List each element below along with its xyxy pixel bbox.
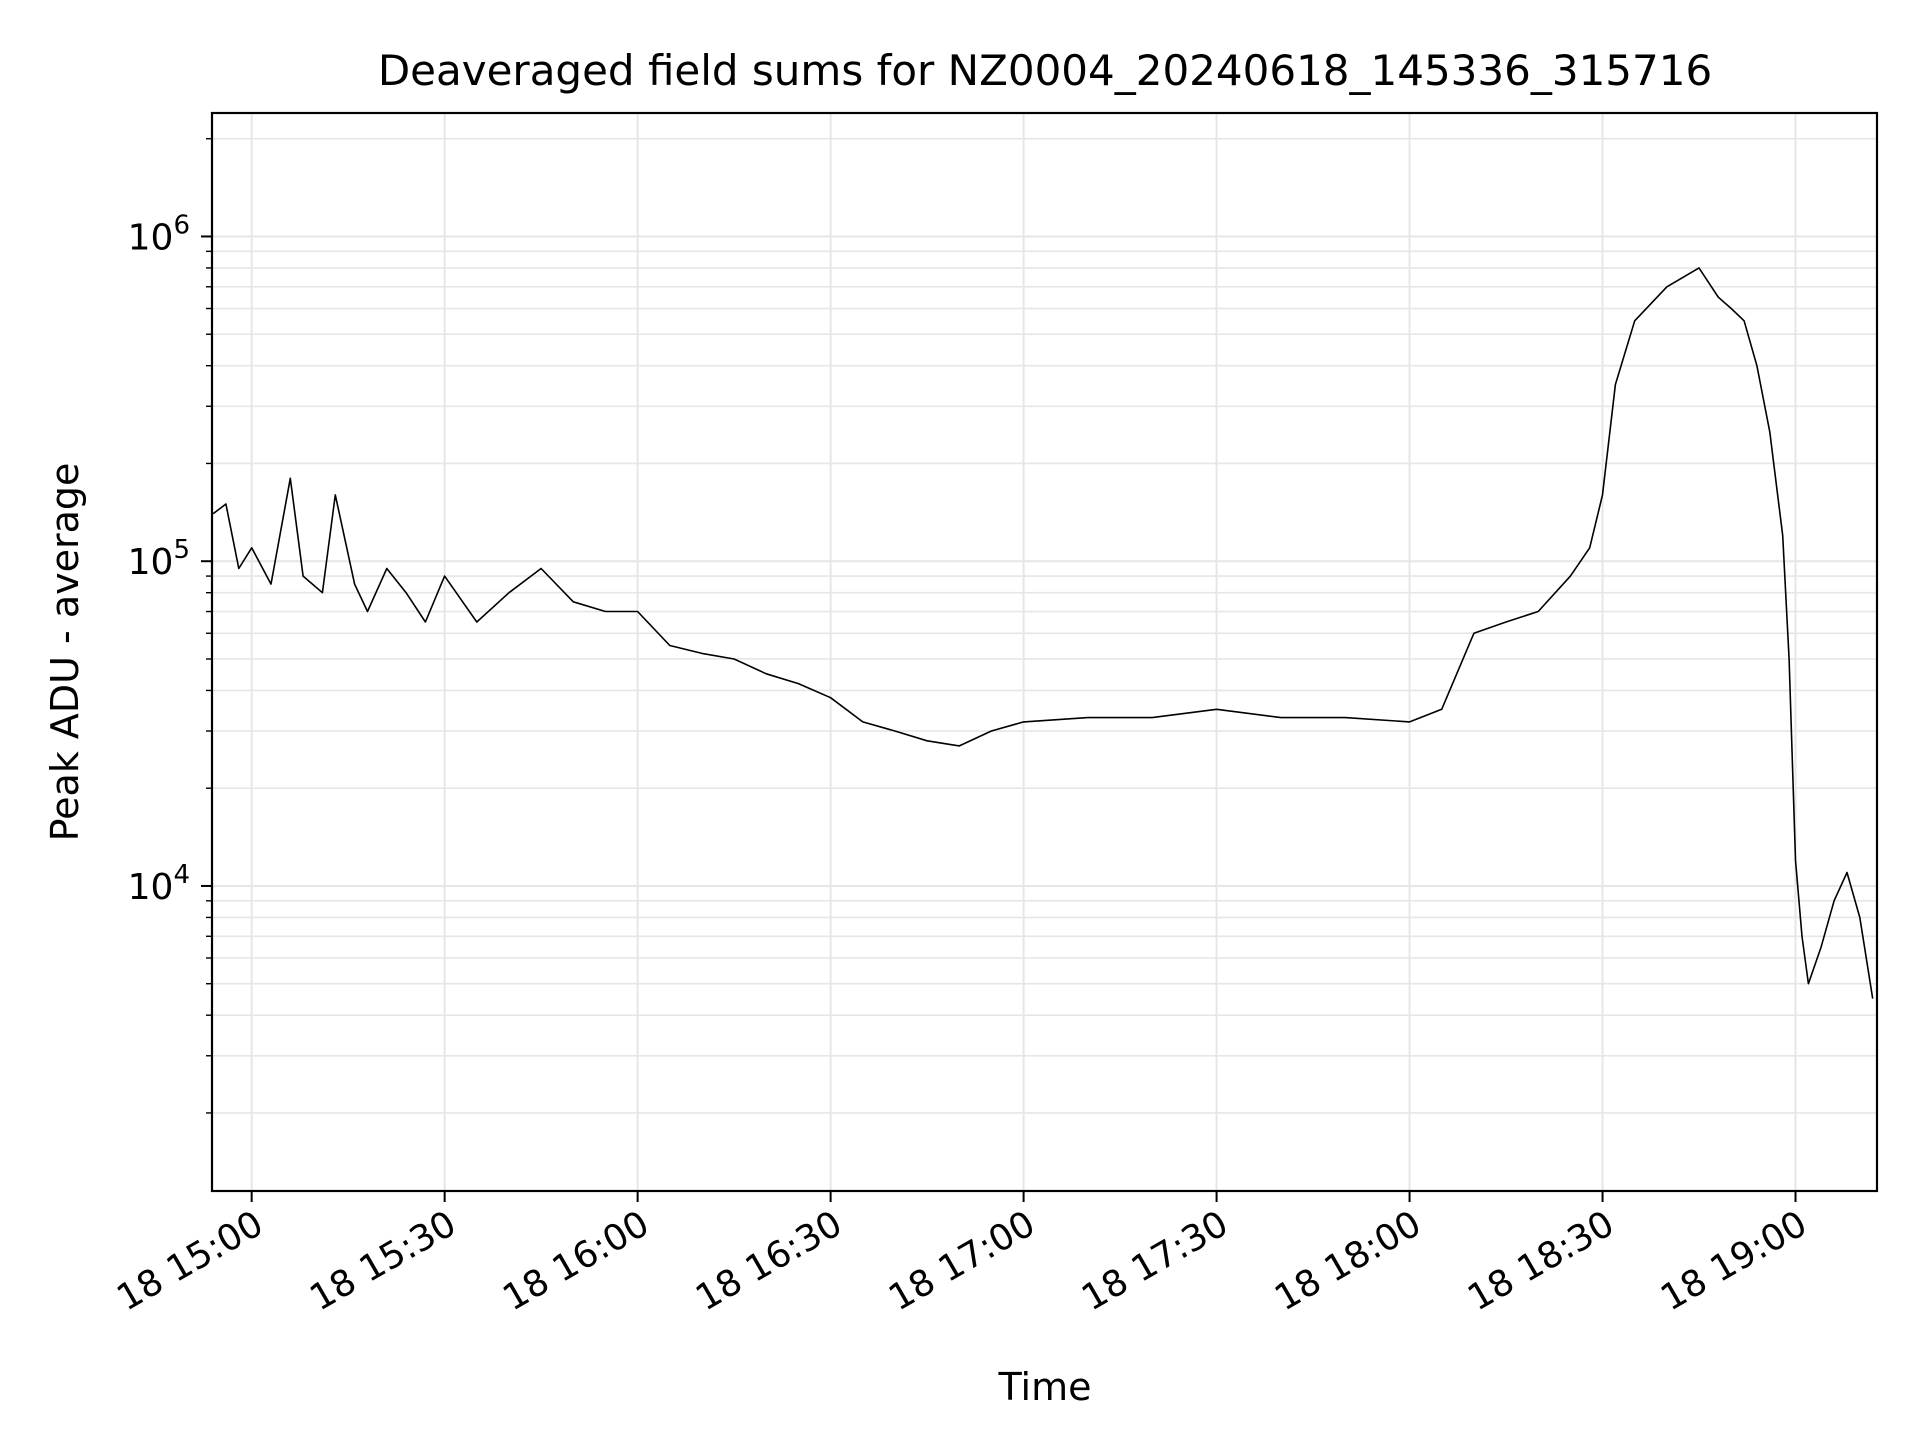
chart-title: Deaveraged field sums for NZ0004_2024061… bbox=[378, 46, 1712, 95]
x-axis-label: Time bbox=[998, 1365, 1092, 1409]
y-axis-label: Peak ADU - average bbox=[43, 463, 87, 842]
